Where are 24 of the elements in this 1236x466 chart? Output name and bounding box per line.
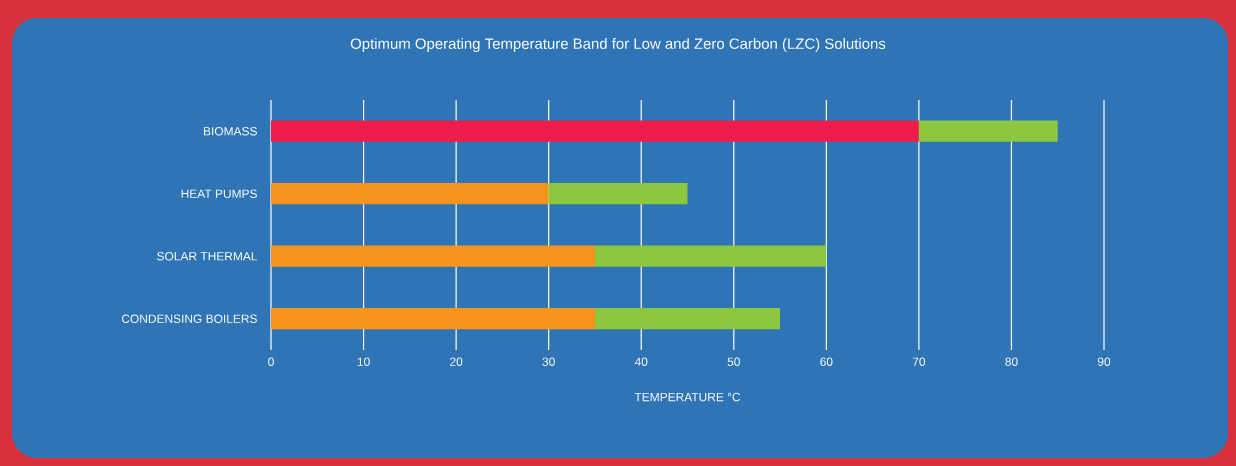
y-tick-label: HEAT PUMPS (181, 189, 257, 198)
bar (271, 245, 595, 267)
bar (918, 120, 1058, 142)
x-tick-label: 0 (268, 357, 274, 366)
bar (594, 308, 781, 330)
bar (271, 120, 919, 142)
y-tick-label: SOLAR THERMAL (157, 252, 258, 261)
bar (271, 183, 549, 205)
x-tick-label: 10 (357, 357, 370, 366)
x-tick-label: 30 (542, 357, 555, 366)
chart-title: Optimum Operating Temperature Band for Low and Zero Carbon (LZC) Solutions (350, 38, 886, 52)
y-tick-label: BIOMASS (204, 127, 257, 136)
x-tick-label: 60 (820, 357, 833, 366)
x-tick-label: 50 (727, 357, 740, 366)
bar (594, 245, 827, 267)
y-tick-label: CONDENSING BOILERS (121, 314, 257, 323)
x-tick-label: 40 (634, 357, 648, 366)
x-axis-title: TEMPERATURE °C (634, 392, 741, 402)
bar (548, 183, 688, 205)
x-tick-label: 90 (1097, 357, 1111, 366)
x-tick-label: 70 (912, 357, 926, 366)
bar (271, 308, 595, 330)
x-tick-label: 80 (1005, 357, 1018, 366)
x-tick-label: 20 (450, 357, 463, 366)
